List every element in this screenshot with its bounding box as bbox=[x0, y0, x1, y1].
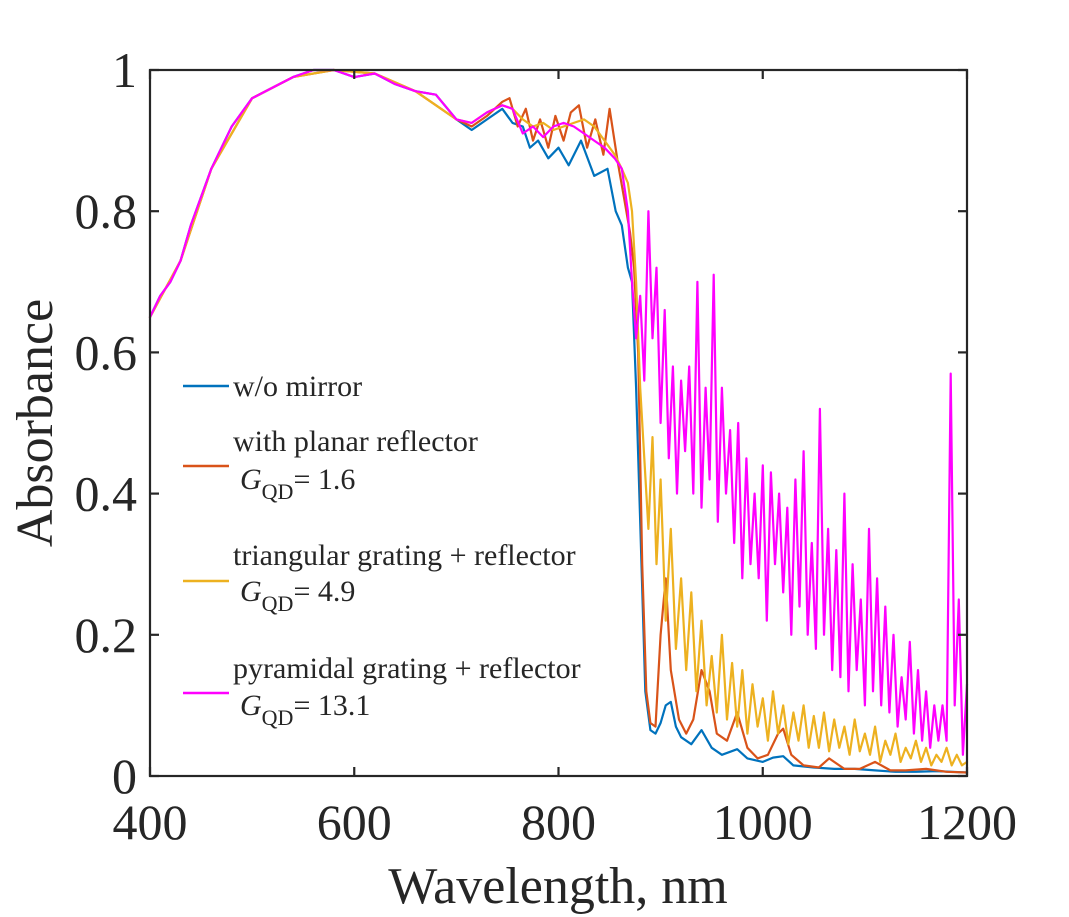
y-tick-label: 0.8 bbox=[75, 183, 138, 239]
legend-gqd-planar: GQD= 1.6 bbox=[240, 463, 355, 504]
legend: w/o mirror with planar reflector GQD= 1.… bbox=[183, 370, 581, 730]
gqd-value-triangular: = 4.9 bbox=[293, 575, 355, 608]
x-tick-label: 800 bbox=[521, 794, 596, 850]
series-line-3 bbox=[148, 68, 969, 756]
gqd-symbol: G bbox=[240, 575, 262, 608]
y-tick-label: 0.6 bbox=[75, 324, 138, 380]
x-tick-label: 1000 bbox=[713, 794, 813, 850]
legend-label-planar: with planar reflector bbox=[233, 425, 478, 458]
legend-label-pyramidal: pyramidal grating + reflector bbox=[233, 652, 581, 685]
legend-gqd-pyramidal: GQD= 13.1 bbox=[240, 689, 370, 730]
gqd-value-pyramidal: = 13.1 bbox=[293, 689, 370, 722]
y-tick-label: 0.4 bbox=[75, 466, 138, 522]
gqd-symbol: G bbox=[240, 463, 262, 496]
gqd-subscript: QD bbox=[262, 479, 294, 504]
x-axis-label: Wavelength, nm bbox=[388, 858, 728, 915]
legend-label-wo-mirror: w/o mirror bbox=[233, 370, 362, 403]
y-tick-label: 1 bbox=[112, 42, 137, 98]
series-line-2 bbox=[148, 68, 969, 767]
y-tick-labels: 0 0.2 0.4 0.6 0.8 1 bbox=[75, 42, 138, 804]
y-axis-label: Absorbance bbox=[7, 299, 64, 547]
legend-gqd-triangular: GQD= 4.9 bbox=[240, 575, 355, 616]
ticks-layer bbox=[148, 68, 969, 778]
y-tick-label: 0 bbox=[112, 748, 137, 804]
x-tick-label: 600 bbox=[317, 794, 392, 850]
x-tick-labels: 400 600 800 1000 1200 bbox=[113, 794, 1018, 850]
legend-label-triangular: triangular grating + reflector bbox=[233, 539, 576, 572]
x-tick-label: 400 bbox=[113, 794, 188, 850]
x-tick-label: 1200 bbox=[917, 794, 1017, 850]
gqd-symbol: G bbox=[240, 689, 262, 722]
y-tick-label: 0.2 bbox=[75, 607, 138, 663]
gqd-subscript: QD bbox=[262, 705, 294, 730]
gqd-value-planar: = 1.6 bbox=[293, 463, 355, 496]
gqd-subscript: QD bbox=[262, 591, 294, 616]
